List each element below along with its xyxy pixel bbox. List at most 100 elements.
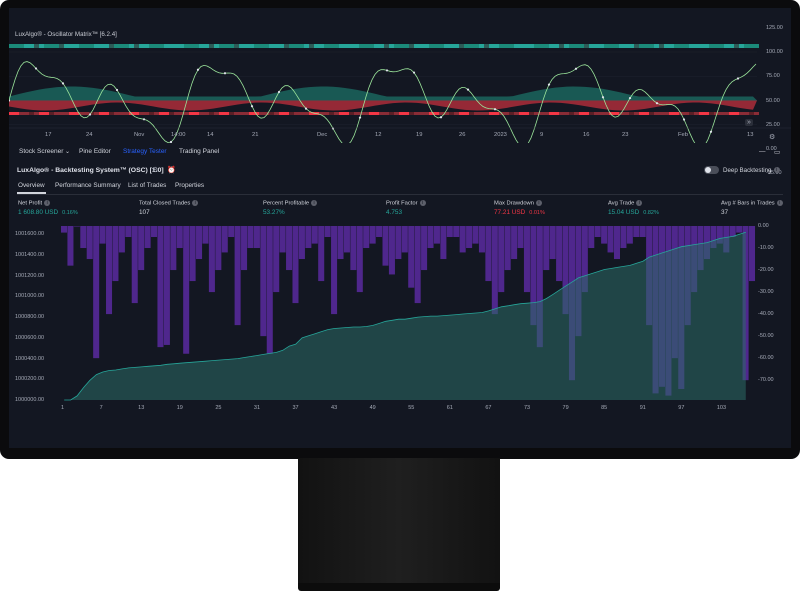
osc-band-top [539,44,544,48]
osc-band-bottom [249,112,254,115]
osc-band-top [494,44,499,48]
osc-signal-dot [439,116,443,119]
osc-band-bottom [9,112,14,115]
drawdown-bar [459,226,466,253]
osc-band-top [229,44,234,48]
drawdown-y-tick: -70.00 [758,377,774,384]
tab-stock-screener[interactable]: Stock Screener [19,148,64,155]
drawdown-bar [562,226,569,315]
osc-band-bottom [49,112,54,115]
drawdown-bar [421,226,428,271]
osc-band-top [289,44,294,48]
osc-x-tick: 12 [375,132,382,138]
tab-pine-editor[interactable]: Pine Editor [79,148,111,155]
osc-band-top [719,44,724,48]
osc-band-top [609,44,614,48]
osc-band-top [599,44,604,48]
osc-band-bottom [414,112,419,115]
osc-band-top [244,44,249,48]
osc-band-top [254,44,259,48]
trade-x-tick: 61 [446,405,453,411]
osc-band-bottom [124,112,129,115]
osc-band-bottom [754,112,759,115]
tab-trading-panel[interactable]: Trading Panel [179,148,220,155]
drawdown-bar [613,226,621,260]
info-icon[interactable]: i [311,200,318,206]
osc-band-bottom [179,112,184,115]
info-icon[interactable]: i [776,200,783,206]
info-icon[interactable]: i [636,200,643,206]
osc-band-top [139,44,144,48]
active-subtab-indicator [17,192,46,194]
osc-band-top [184,44,189,48]
minimize-icon[interactable]: — [759,148,766,155]
metric-value: 53.27% [263,209,285,216]
tab-strategy-tester[interactable]: Strategy Tester [123,148,167,155]
osc-band-bottom [119,112,124,115]
equity-line [64,231,746,401]
osc-band-top [99,44,104,48]
osc-band-top [84,44,89,48]
osc-x-tick: 26 [459,132,466,138]
info-icon[interactable]: i [419,200,426,206]
trade-x-tick: 79 [562,405,569,411]
osc-band-bottom [154,112,159,115]
subtab-properties[interactable]: Properties [175,182,205,189]
equity-y-tick: 1001400.00 [15,252,45,258]
drawdown-bar [118,226,125,253]
osc-x-tick: 13 [747,132,754,138]
osc-band-bottom [284,112,289,115]
osc-band-top [679,44,684,48]
drawdown-bar [318,226,325,282]
osc-band-top [294,44,299,48]
osc-band-top [684,44,689,48]
trade-x-tick: 103 [716,405,727,411]
settings-icon[interactable]: ⚙ [152,167,159,174]
info-icon[interactable]: i [192,200,199,206]
osc-band-top [209,44,214,48]
osc-band-bottom [479,112,484,115]
osc-band-top [174,44,179,48]
osc-band-bottom [59,112,64,115]
osc-band-top [544,44,549,48]
metric-label-text: Profit Factor [386,200,418,207]
trade-x-tick: 97 [678,405,685,411]
drawdown-y-tick: -60.00 [758,355,774,362]
drawdown-bar [183,226,190,354]
equity-y-tick: 1000400.00 [15,355,45,362]
osc-band-bottom [524,112,529,115]
drawdown-bar [472,226,479,244]
osc-x-tick: 2023 [494,132,507,138]
subtab-overview[interactable]: Overview [18,182,45,189]
osc-signal-dot [358,116,362,119]
osc-band-top [204,44,209,48]
osc-band-bottom [659,112,664,115]
drawdown-bar [356,226,363,293]
chevron-down-icon[interactable]: ⌄ [65,149,71,155]
drawdown-bar [427,226,434,249]
settings-gear-icon[interactable]: ⚙ [769,134,776,141]
osc-band-bottom [364,112,369,115]
osc-band-top [134,44,139,48]
info-icon[interactable]: i [773,167,780,174]
osc-band-top [354,44,359,48]
deep-backtesting-toggle[interactable] [704,166,719,174]
osc-band-top [754,44,759,48]
maximize-icon[interactable]: ▭ [774,149,781,156]
equity-chart[interactable] [9,8,791,448]
osc-band-bottom [594,112,599,115]
info-icon[interactable]: i [535,200,542,206]
subtab-performance-summary[interactable]: Performance Summary [55,182,121,189]
subtab-list-of-trades[interactable]: List of Trades [128,182,167,189]
osc-band-top [639,44,644,48]
drawdown-bar [292,226,299,304]
metric-label: Max Drawdown i [494,200,542,207]
osc-band-bottom [404,112,409,115]
osc-band-bottom [644,112,649,115]
scroll-right-icon[interactable]: » [745,119,753,126]
oscillator-pane[interactable]: LuxAlgo® - Oscillator Matrix™ [6.2.4] 12… [9,8,791,176]
equity-y-tick: 1001000.00 [15,293,45,300]
drawdown-bar [491,226,498,315]
info-icon[interactable]: i [44,200,51,206]
alarm-clock-icon[interactable]: ⏰ [167,167,176,174]
